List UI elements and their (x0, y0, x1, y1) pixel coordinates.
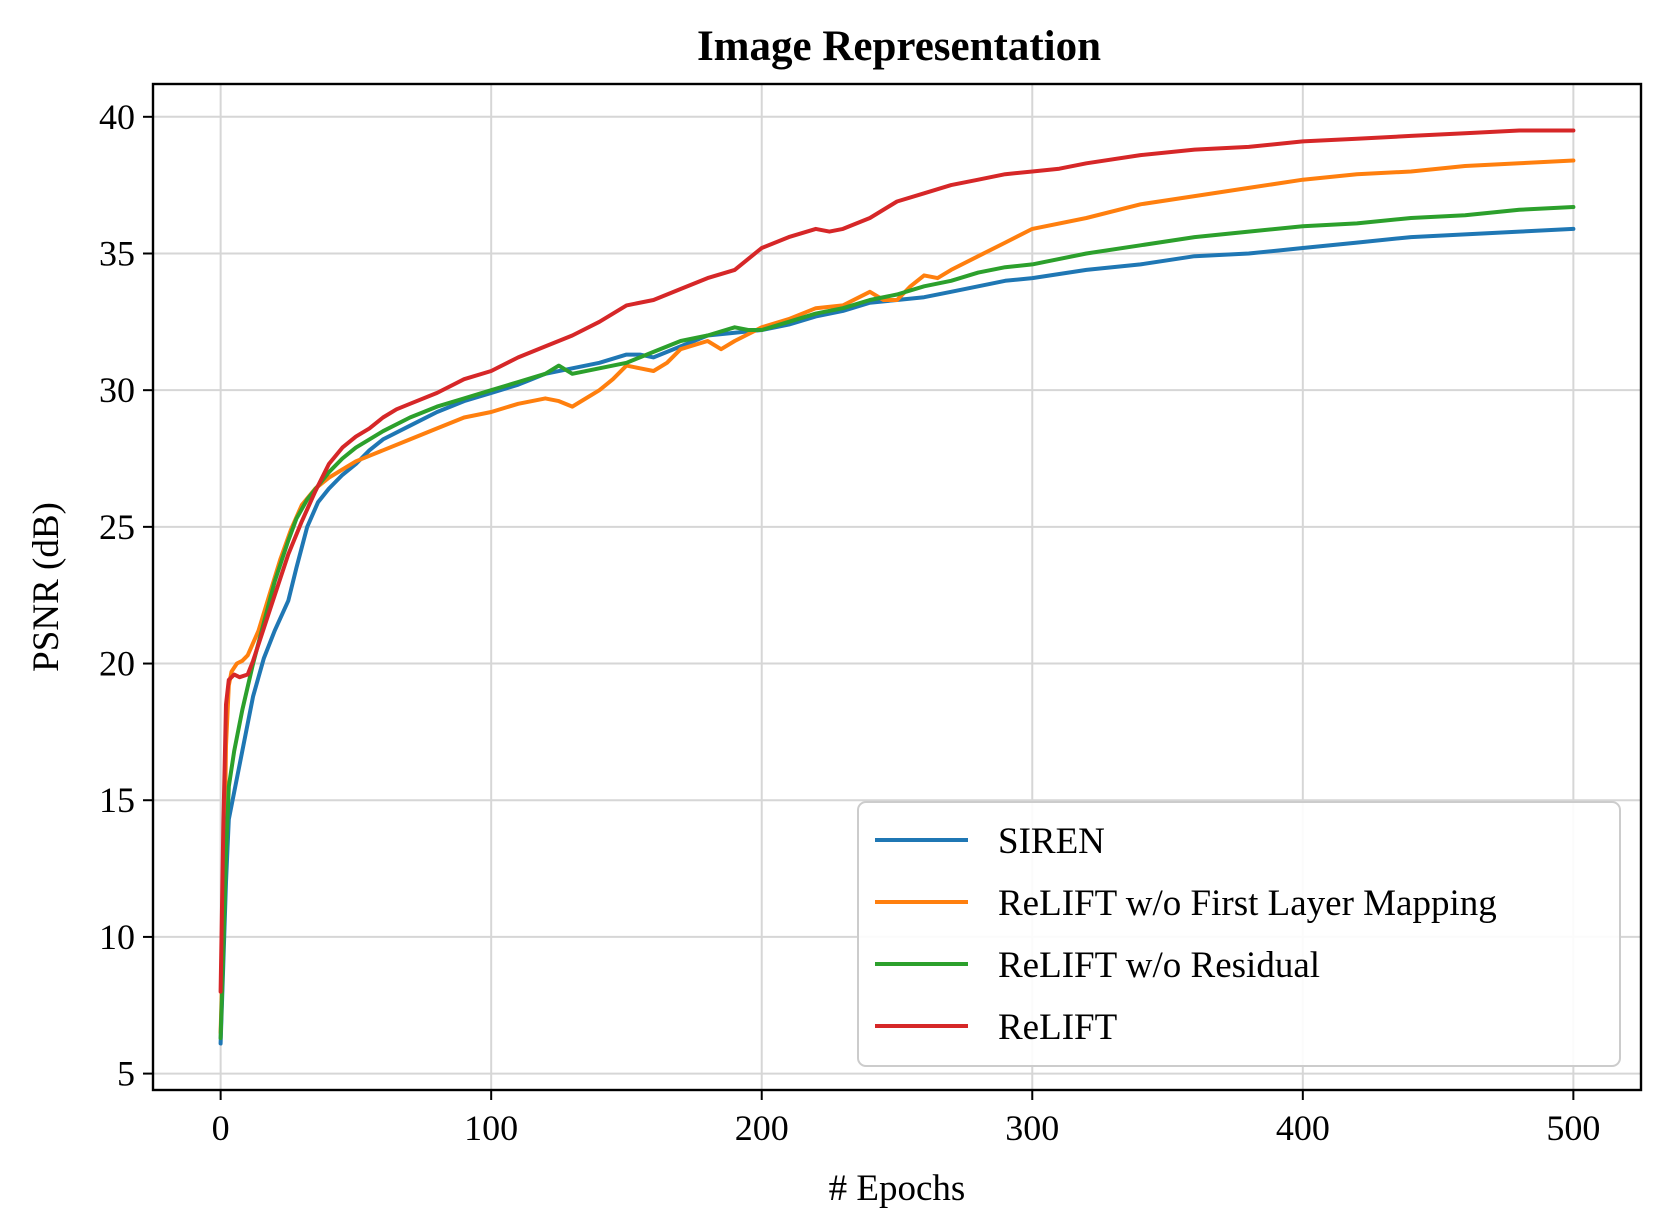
series-line-relift (218, 128, 1576, 994)
series-line-relift-w-o-residual (218, 205, 1576, 1041)
legend-label-siren: SIREN (998, 821, 1105, 862)
plot-frame (151, 82, 1643, 1092)
legend-label-relift-w-o-first-layer-mapping: ReLIFT w/o First Layer Mapping (998, 883, 1497, 924)
chart-title: Image Representation (697, 23, 1101, 70)
y-axis-label: PSNR (dB) (26, 502, 67, 672)
x-tick-label: 200 (735, 1108, 789, 1148)
y-tick-label: 20 (99, 644, 135, 684)
legend: SIREN ReLIFT w/o First Layer Mapping ReLIF… (857, 801, 1621, 1067)
y-tick-label: 5 (117, 1054, 135, 1094)
y-tick-label: 30 (99, 370, 135, 410)
y-tick-label: 10 (99, 917, 135, 957)
y-tick-label: 40 (99, 97, 135, 137)
x-axis-label: # Epochs (829, 1168, 966, 1209)
x-tick-label: 100 (464, 1108, 518, 1148)
y-gridlines (153, 115, 1641, 1075)
y-tick-label: 25 (99, 507, 135, 547)
y-tick-label: 35 (99, 233, 135, 273)
x-axis-ticks: 0 100 200 300 400 500 (212, 1090, 1600, 1148)
legend-label-relift: ReLIFT (998, 1007, 1117, 1048)
legend-label-relift-w-o-residual: ReLIFT w/o Residual (998, 945, 1320, 986)
x-tick-label: 500 (1546, 1108, 1600, 1148)
legend-box (857, 801, 1621, 1067)
y-tick-label: 15 (99, 780, 135, 820)
series-line-siren (218, 226, 1576, 1046)
series-lines (218, 128, 1576, 1046)
x-tick-label: 400 (1276, 1108, 1330, 1148)
x-tick-label: 300 (1005, 1108, 1059, 1148)
x-tick-label: 0 (212, 1108, 230, 1148)
legend-entries: SIREN ReLIFT w/o First Layer Mapping ReLIF… (875, 821, 1497, 1048)
y-axis-ticks: 5 10 15 20 25 30 35 40 (99, 97, 153, 1094)
